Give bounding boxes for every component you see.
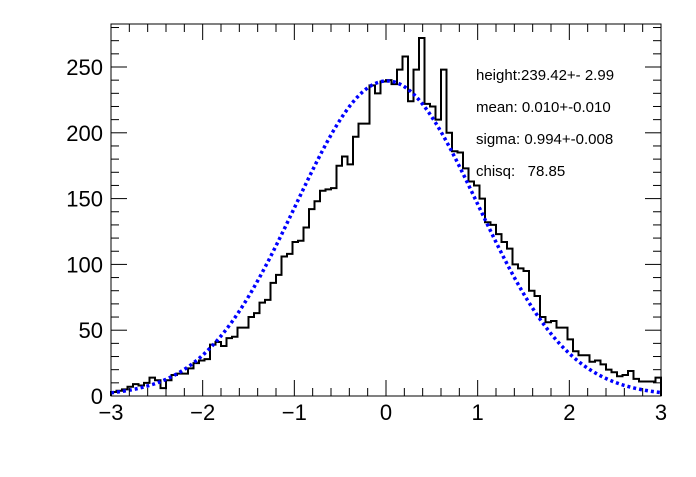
y-tick-label: 0 [91,384,103,409]
x-tick-label: 2 [563,400,575,425]
x-tick-label: −2 [190,400,215,425]
y-tick-label: 100 [66,252,103,277]
fit-sigma-label: sigma: 0.994+-0.008 [476,131,613,148]
x-tick-label: −3 [98,400,123,425]
fit-mean-label: mean: 0.010+-0.010 [476,99,611,116]
x-tick-label: 0 [380,400,392,425]
histogram-series [110,37,662,396]
y-tick-label: 150 [66,187,103,212]
y-tick-label: 50 [79,318,103,343]
fit-chisq-label: chisq: 78.85 [476,163,565,180]
plot-axes: −3 −2 −1 0 1 2 3 0 50 100 150 200 250 [66,23,667,425]
fit-parameter-box: height:239.42+- 2.99 mean: 0.010+-0.010 … [476,67,614,180]
fit-height-label: height:239.42+- 2.99 [476,67,614,84]
y-tick-label: 200 [66,121,103,146]
x-tick-label: 3 [655,400,667,425]
y-tick-label: 250 [66,55,103,80]
x-tick-label: 1 [472,400,484,425]
x-tick-label: −1 [282,400,307,425]
